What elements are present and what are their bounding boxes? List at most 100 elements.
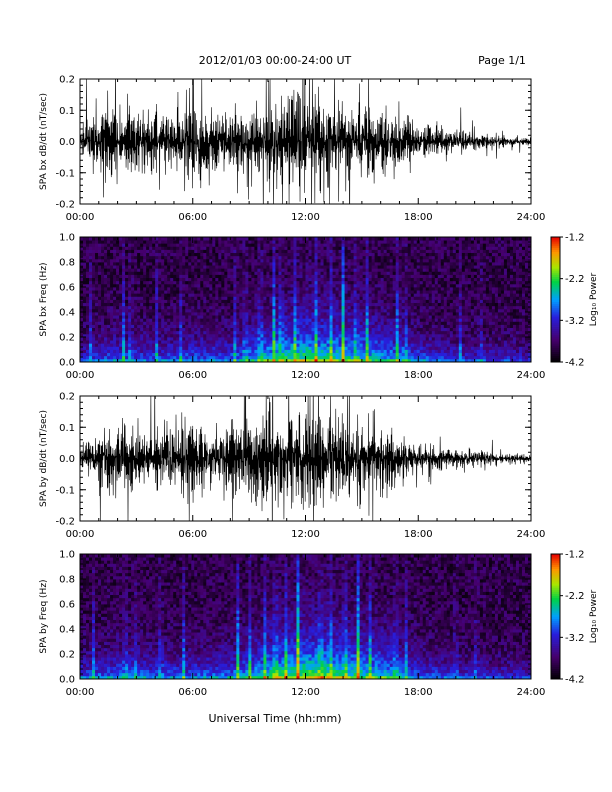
heatmap-cell (185, 262, 189, 266)
heatmap-cell (125, 302, 129, 307)
heatmap-cell (143, 287, 147, 291)
heatmap-cell (245, 274, 249, 279)
heatmap-cell (164, 315, 168, 319)
heatmap-cell (374, 249, 379, 254)
heatmap-cell (89, 243, 93, 247)
heatmap-cell (365, 330, 370, 335)
heatmap-cell (302, 352, 306, 357)
heatmap-cell (272, 258, 276, 263)
heatmap-cell (353, 324, 358, 329)
heatmap-cell (95, 265, 99, 269)
heatmap-cell (344, 290, 348, 294)
heatmap-cell (365, 258, 370, 263)
heatmap-cell (83, 330, 87, 335)
heatmap-cell (161, 274, 165, 279)
heatmap-cell (287, 315, 291, 319)
heatmap-cell (377, 299, 382, 304)
heatmap-cell (92, 312, 96, 316)
heatmap-cell (209, 327, 213, 332)
heatmap-cell (437, 299, 442, 304)
heatmap-cell (116, 290, 120, 294)
heatmap-cell (437, 293, 442, 297)
y-axis-label: SPA bx dB/dt (nT/sec) (39, 93, 49, 190)
heatmap-cell (104, 305, 108, 310)
heatmap-cell (296, 249, 300, 254)
heatmap-cell (266, 283, 270, 288)
heatmap-cell (116, 249, 120, 254)
heatmap-cell (200, 274, 204, 279)
heatmap-cell (215, 252, 219, 257)
heatmap-cell (392, 296, 397, 300)
heatmap-cell (197, 302, 201, 307)
heatmap-cell (320, 249, 324, 254)
heatmap-cell (377, 240, 382, 244)
heatmap-cell (116, 302, 120, 307)
heatmap-cell (155, 308, 159, 313)
heatmap-cell (365, 287, 370, 291)
heatmap-cell (173, 268, 177, 272)
heatmap-cell (377, 330, 382, 335)
heatmap-cell (422, 271, 427, 275)
heatmap-cell (164, 318, 168, 322)
heatmap-cell (392, 299, 397, 304)
heatmap-cell (200, 299, 204, 304)
heatmap-cell (395, 258, 400, 263)
heatmap-cell (125, 343, 129, 347)
heatmap-cell (125, 352, 129, 357)
heatmap-cell (404, 346, 409, 350)
heatmap-cell (101, 343, 105, 347)
heatmap-cell (215, 349, 219, 354)
heatmap-cell (392, 277, 397, 282)
heatmap-cell (86, 255, 90, 260)
heatmap-cell (209, 312, 213, 316)
heatmap-cell (329, 349, 333, 354)
heatmap-cell (86, 262, 90, 266)
heatmap-cell (179, 277, 183, 282)
heatmap-cell (248, 330, 252, 335)
heatmap-cell (440, 355, 445, 360)
heatmap-cell (107, 237, 111, 241)
heatmap-cell (362, 308, 367, 313)
heatmap-cell (431, 265, 436, 269)
heatmap-cell (155, 274, 159, 279)
heatmap-cell (443, 299, 448, 304)
heatmap-cell (125, 252, 129, 257)
heatmap-cell (110, 340, 114, 344)
heatmap-cell (434, 290, 439, 294)
heatmap-cell (413, 255, 418, 260)
heatmap-cell (164, 252, 168, 257)
heatmap-cell (101, 271, 105, 275)
heatmap-cell (335, 343, 339, 347)
heatmap-cell (419, 255, 424, 260)
heatmap-cell (257, 240, 261, 244)
heatmap-cell (434, 274, 439, 279)
heatmap-cell (353, 352, 358, 357)
heatmap-cell (338, 249, 342, 254)
heatmap-cell (236, 318, 240, 322)
heatmap-cell (299, 318, 303, 322)
heatmap-cell (245, 268, 249, 272)
heatmap-cell (98, 324, 102, 329)
heatmap-cell (251, 274, 255, 279)
heatmap-cell (101, 283, 105, 288)
heatmap-cell (185, 333, 189, 338)
heatmap-cell (236, 299, 240, 304)
heatmap-cell (122, 330, 126, 335)
heatmap-cell (218, 240, 222, 244)
heatmap-cell (161, 249, 165, 254)
heatmap-cell (440, 262, 445, 266)
heatmap-cell (173, 352, 177, 357)
heatmap-cell (167, 290, 171, 294)
heatmap-cell (290, 271, 294, 275)
heatmap-cell (218, 333, 222, 338)
heatmap-cell (146, 327, 150, 332)
heatmap-cell (158, 352, 162, 357)
heatmap-cell (401, 255, 406, 260)
heatmap-cell (275, 321, 279, 325)
heatmap-cell (194, 293, 198, 297)
heatmap-cell (260, 358, 264, 362)
heatmap-cell (149, 293, 153, 297)
heatmap-cell (314, 296, 318, 300)
heatmap-cell (227, 290, 231, 294)
heatmap-cell (284, 243, 288, 247)
